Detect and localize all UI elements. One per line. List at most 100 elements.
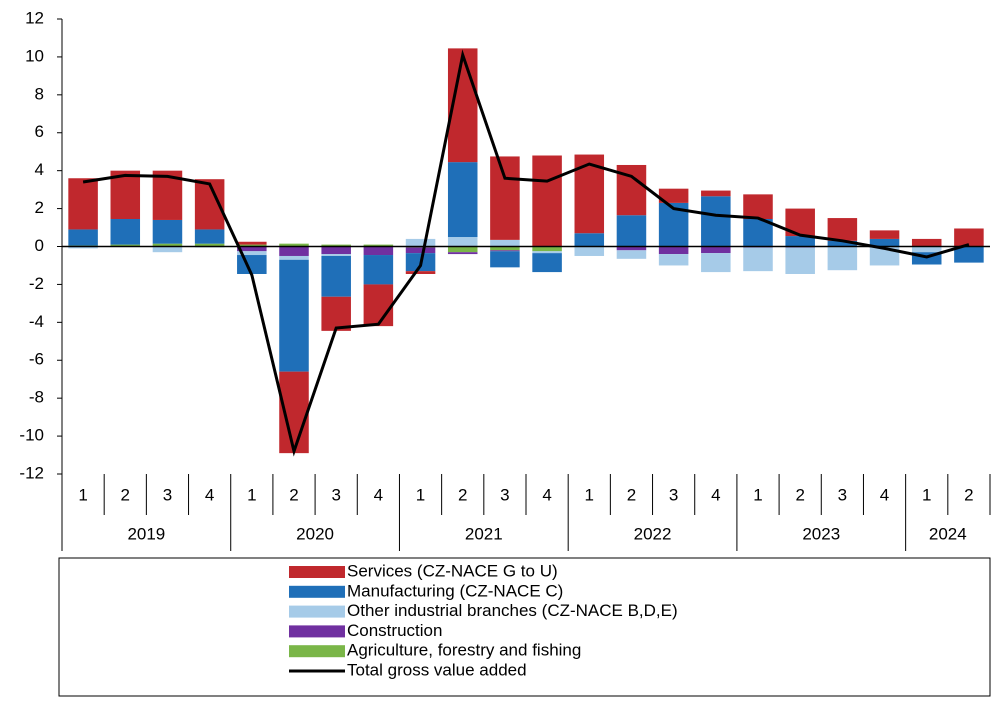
x-tick-label: 1 [416,485,425,504]
bar-segment [827,246,858,271]
bar-segment [321,296,351,331]
legend-swatch [289,605,345,618]
legend-box [58,557,991,697]
bar-segment [658,254,689,266]
bar-segment [321,244,351,247]
bar-segment [490,250,520,252]
bar-segment [532,253,562,273]
bar-segment [616,215,647,247]
y-tick-label: 2 [35,198,44,217]
bar-segment [447,237,478,247]
x-tick-label: 2 [121,485,130,504]
bar-segment [658,188,689,203]
bar-segment [110,170,141,220]
bar-segment [363,284,394,327]
bar-segment [827,218,858,241]
bar-segment [152,246,183,253]
bar-segment [490,246,520,251]
bar-segment [152,243,183,247]
bar-segment [701,196,731,247]
bar-segment [279,243,309,247]
y-tick-label: -10 [19,426,44,445]
legend-label: Manufacturing (CZ-NACE C) [347,581,563,600]
y-tick-label: -8 [29,388,44,407]
bar-segment [321,246,351,255]
x-tick-label: 4 [542,485,551,504]
bar-segment [701,246,731,254]
bar-segment [194,243,225,247]
bar-segment [490,251,520,268]
bar-segment [405,238,436,247]
x-tick-label: 4 [374,485,383,504]
x-tick-label: 2 [795,485,804,504]
bar-segment [68,246,98,249]
bar-segment [574,233,605,247]
bar-segment [785,247,815,274]
legend-label: Total gross value added [347,660,527,679]
bar-segment [237,246,267,252]
bar-segment [532,251,562,254]
year-label: 2020 [296,524,334,543]
bar-segment [954,246,984,263]
legend-label: Construction [347,621,442,640]
bar-segment [110,244,141,247]
year-label: 2021 [465,524,503,543]
x-tick-label: 3 [669,485,678,504]
bar-segment [321,254,351,256]
legend-label: Agriculture, forestry and fishing [347,641,581,660]
bar-segment [405,271,436,274]
bar-segment [701,190,731,197]
x-tick-label: 3 [500,485,509,504]
bar-segment [194,229,225,244]
x-tick-label: 3 [163,485,172,504]
bar-segment [363,244,394,247]
bar-segment [658,246,689,255]
y-tick-label: 6 [35,122,44,141]
bar-segment [785,236,815,247]
bar-segment [279,255,309,260]
x-tick-label: 2 [289,485,298,504]
bar-segment [869,230,900,239]
bar-segment [701,253,731,273]
legend-swatch [289,645,345,658]
legend-label: Services (CZ-NACE G to U) [347,561,558,580]
x-tick-label: 4 [711,485,720,504]
bar-segment [447,162,478,238]
bar-segment [574,246,605,256]
bar-segment [237,251,267,256]
y-tick-label: 10 [25,46,44,65]
bar-segment [237,255,267,274]
x-tick-label: 3 [838,485,847,504]
bar-segment [447,246,478,253]
x-tick-label: 4 [205,485,214,504]
bar-segment [954,228,984,247]
bar-segment [279,246,309,256]
legend-swatch [289,585,345,598]
bar-segment [616,246,647,251]
bar-segment [237,241,267,245]
x-tick-label: 1 [585,485,594,504]
x-tick-label: 1 [78,485,87,504]
x-tick-label: 2 [458,485,467,504]
bar-segment [447,252,478,255]
bar-segment [68,229,98,246]
bar-segment [869,238,900,247]
year-label: 2022 [634,524,672,543]
y-tick-label: 12 [25,8,44,27]
line-series [82,49,970,457]
x-tick-label: 2 [627,485,636,504]
bar-segment [405,247,436,254]
legend-swatch [289,625,345,638]
y-tick-label: 4 [35,160,44,179]
bar-segment [321,255,351,297]
bar-segment [363,246,394,256]
y-tick-label: -4 [29,312,44,331]
x-tick-label: 1 [922,485,931,504]
bar-segment [152,219,183,244]
y-tick-label: -6 [29,350,44,369]
year-label: 2019 [127,524,165,543]
x-tick-label: 3 [331,485,340,504]
bar-segment [490,156,520,240]
